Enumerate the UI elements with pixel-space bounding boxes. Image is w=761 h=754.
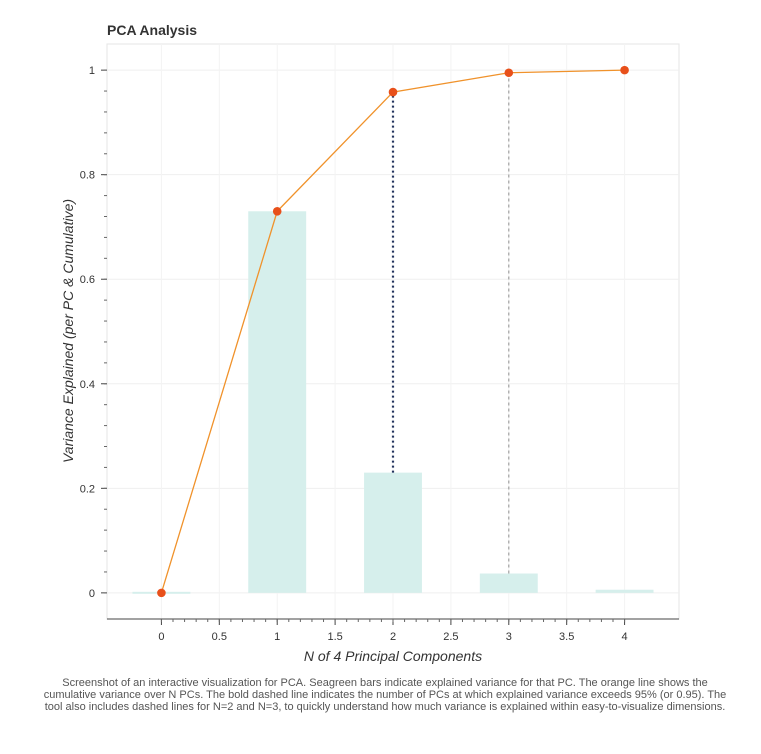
x-tick-label-3: 1.5 xyxy=(327,631,342,643)
cumulative-points xyxy=(157,65,629,598)
cumulative-point-2 xyxy=(388,87,398,97)
x-tick-label-0: 0 xyxy=(158,631,164,643)
pca-chart: PCA Analysis 0 0.2 0.4 0.6 0.8 1 0 0.5 1 1.5 2 2.5… xyxy=(60,22,680,664)
x-axis: 0 0.5 1 1.5 2 2.5 3 3.5 4 xyxy=(107,618,679,643)
y-axis: 0 0.2 0.4 0.6 0.8 1 xyxy=(80,65,107,600)
bar-pc-4 xyxy=(595,589,654,593)
y-axis-label: Variance Explained (per PC & Cumulative) xyxy=(60,199,76,463)
cumulative-point-0 xyxy=(157,588,166,598)
y-tick-label-3: 0.6 xyxy=(80,274,95,286)
y-tick-label-2: 0.4 xyxy=(80,379,95,391)
bar-pc-3 xyxy=(479,573,538,593)
cumulative-point-1 xyxy=(272,206,282,216)
bar-pc-2 xyxy=(364,472,422,593)
figure-caption: Screenshot of an interactive visualizati… xyxy=(43,677,727,713)
x-tick-label-6: 3 xyxy=(506,631,512,643)
x-tick-label-5: 2.5 xyxy=(443,631,458,643)
x-tick-label-4: 2 xyxy=(390,631,396,643)
x-tick-label-1: 0.5 xyxy=(212,631,227,643)
x-tick-label-8: 4 xyxy=(622,631,628,643)
bar-pc-1 xyxy=(248,211,307,593)
cumulative-point-3 xyxy=(504,68,514,78)
x-axis-label: N of 4 Principal Components xyxy=(304,648,482,664)
y-tick-label-1: 0.2 xyxy=(80,483,95,495)
cumulative-point-4 xyxy=(620,65,629,75)
x-tick-label-7: 3.5 xyxy=(559,631,574,643)
chart-title: PCA Analysis xyxy=(107,22,197,38)
y-tick-label-0: 0 xyxy=(89,588,95,600)
y-tick-label-5: 1 xyxy=(89,65,95,77)
threshold-lines xyxy=(391,72,510,574)
variance-bars xyxy=(132,211,654,594)
y-tick-label-4: 0.8 xyxy=(80,170,95,182)
x-tick-label-2: 1 xyxy=(274,631,280,643)
